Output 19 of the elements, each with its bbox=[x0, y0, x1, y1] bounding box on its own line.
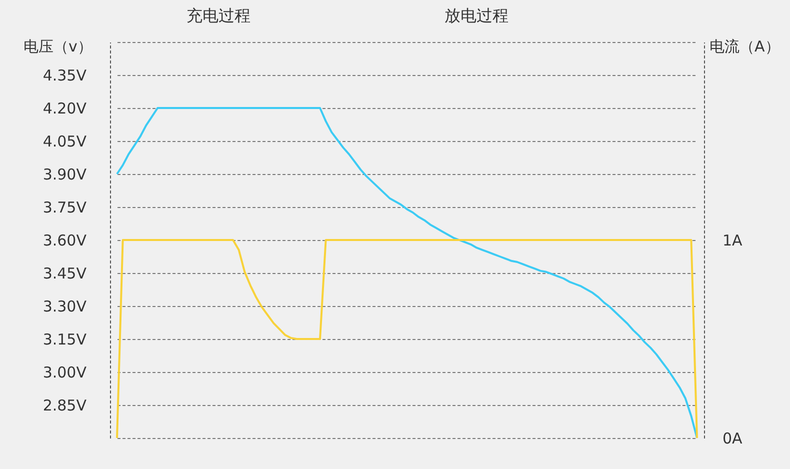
y-axis-title: 电压（v） bbox=[24, 38, 92, 56]
y-tick-label: 3.60V bbox=[42, 232, 88, 250]
y-tick-label: 3.90V bbox=[42, 166, 88, 184]
y-tick-label: 2.85V bbox=[42, 396, 88, 414]
y-tick-label: 4.05V bbox=[42, 132, 88, 150]
line-series bbox=[116, 239, 698, 439]
y-tick-label: 3.45V bbox=[42, 264, 88, 282]
y-tick-label: 3.30V bbox=[42, 298, 88, 316]
text: 充电过程 bbox=[186, 6, 250, 25]
y-tick-label: 3.00V bbox=[42, 364, 88, 382]
y2-tick-label: 0A bbox=[722, 430, 744, 448]
line-series bbox=[116, 107, 698, 439]
y-tick-label: 3.15V bbox=[42, 330, 88, 348]
y-tick-label: 4.35V bbox=[42, 66, 88, 84]
y2-tick-label: 1A bbox=[722, 232, 744, 250]
y-tick-label: 4.20V bbox=[42, 100, 88, 118]
y2-axis-title: 电流（A） bbox=[710, 38, 780, 56]
y-tick-label: 3.75V bbox=[42, 198, 88, 216]
text: 放电过程 bbox=[444, 6, 509, 25]
